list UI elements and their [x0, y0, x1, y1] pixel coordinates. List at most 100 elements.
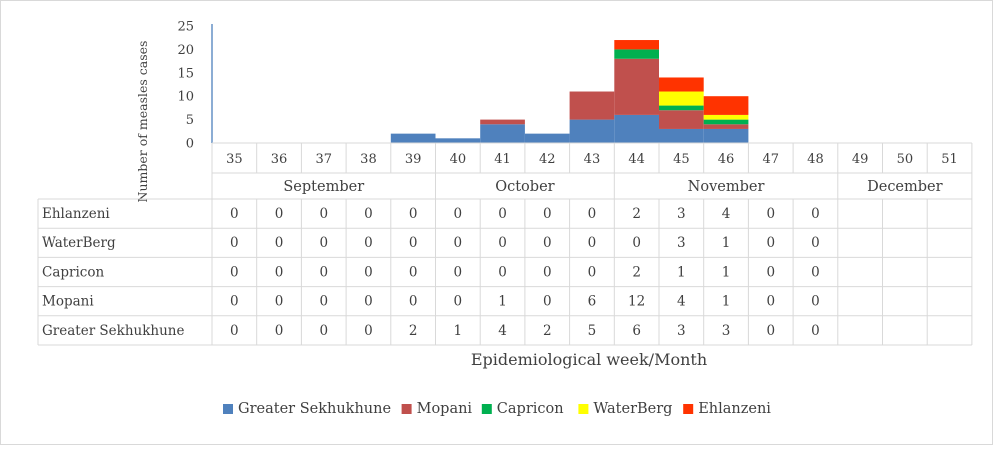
y-tick-label: 0: [186, 137, 194, 152]
bar-segment: [569, 119, 615, 143]
week-label: 35: [226, 152, 243, 167]
week-label: 38: [360, 152, 377, 167]
table-cell: 1: [722, 264, 731, 280]
month-label: October: [495, 179, 554, 195]
table-cell: 0: [454, 235, 463, 251]
week-label: 49: [852, 152, 869, 167]
bar-segment: [614, 114, 659, 143]
table-cell: 0: [632, 235, 641, 251]
bar-segment: [703, 119, 749, 125]
table-cell: 12: [628, 294, 645, 310]
table-row-label: Mopani: [42, 294, 94, 310]
table-cell: 0: [364, 264, 373, 280]
week-label: 41: [494, 152, 511, 167]
table-cell: 0: [588, 235, 597, 251]
y-axis-title: Number of measles cases: [135, 41, 150, 203]
table-cell: 0: [364, 294, 373, 310]
table-cell: 5: [588, 323, 597, 339]
table-cell: 0: [230, 235, 239, 251]
week-label: 42: [539, 152, 556, 167]
bar-segment: [659, 91, 704, 106]
bar-segment: [569, 91, 615, 120]
y-tick-label: 15: [177, 66, 194, 81]
table-cell: 0: [588, 264, 597, 280]
bar-segment: [703, 128, 749, 143]
legend-swatch: [401, 404, 412, 414]
month-label: December: [867, 179, 943, 195]
table-row-label: Ehlanzeni: [42, 206, 110, 222]
bar-segment: [659, 110, 704, 129]
week-label: 45: [673, 152, 690, 167]
table-cell: 2: [632, 206, 641, 222]
table-cell: 0: [364, 235, 373, 251]
table-cell: 0: [275, 264, 284, 280]
table-cell: 3: [722, 323, 731, 339]
week-label: 51: [941, 152, 958, 167]
month-label: November: [688, 179, 765, 195]
table-cell: 0: [543, 235, 552, 251]
legend-swatch: [683, 404, 694, 414]
table-cell: 0: [364, 206, 373, 222]
table-cell: 2: [543, 323, 552, 339]
week-label: 46: [718, 152, 735, 167]
table-cell: 0: [275, 323, 284, 339]
table-cell: 0: [811, 323, 820, 339]
week-label: 40: [450, 152, 467, 167]
table-cell: 0: [230, 206, 239, 222]
y-tick-label: 10: [177, 90, 194, 105]
table-cell: 0: [409, 294, 418, 310]
table-cell: 0: [454, 264, 463, 280]
table-cell: 0: [766, 235, 775, 251]
table-cell: 0: [319, 264, 328, 280]
table-cell: 0: [498, 206, 507, 222]
legend-swatch: [223, 404, 233, 414]
table-cell: 0: [230, 264, 239, 280]
table-cell: 0: [454, 206, 463, 222]
table-cell: 2: [409, 323, 418, 339]
table-cell: 0: [409, 235, 418, 251]
bar-segment: [659, 77, 704, 92]
legend-label: Ehlanzeni: [698, 401, 771, 417]
legend-label: Greater Sekhukhune: [238, 401, 391, 417]
y-tick-label: 25: [177, 20, 194, 35]
table-cell: 0: [543, 294, 552, 310]
table-cell: 0: [498, 235, 507, 251]
table-row-label: Capricon: [42, 264, 104, 280]
bar-segment: [659, 105, 704, 111]
table-cell: 0: [811, 294, 820, 310]
table-cell: 0: [319, 206, 328, 222]
month-label: September: [283, 179, 364, 195]
table-cell: 3: [677, 206, 686, 222]
bar-segment: [435, 138, 481, 143]
week-label: 44: [628, 152, 645, 167]
week-label: 48: [807, 152, 824, 167]
table-cell: 0: [319, 294, 328, 310]
table-cell: 0: [543, 206, 552, 222]
week-label: 43: [584, 152, 601, 167]
table-cell: 0: [364, 323, 373, 339]
table-cell: 0: [409, 264, 418, 280]
legend-swatch: [578, 404, 589, 414]
bar-segment: [614, 49, 659, 59]
table-cell: 0: [230, 323, 239, 339]
table-row-label: Greater Sekhukhune: [42, 323, 185, 339]
table-cell: 0: [811, 264, 820, 280]
bar-segment: [480, 119, 525, 125]
table-cell: 4: [498, 323, 507, 339]
table-cell: 4: [722, 206, 731, 222]
table-cell: 0: [811, 235, 820, 251]
table-cell: 4: [677, 294, 686, 310]
table-cell: 0: [588, 206, 597, 222]
table-cell: 0: [319, 323, 328, 339]
legend-label: Capricon: [497, 401, 564, 417]
bar-segment: [703, 114, 749, 120]
legend-label: WaterBerg: [593, 401, 672, 417]
table-cell: 3: [677, 235, 686, 251]
bar-segment: [524, 133, 570, 143]
table-cell: 0: [543, 264, 552, 280]
table-row-label: WaterBerg: [42, 235, 116, 251]
table-cell: 6: [588, 294, 597, 310]
week-label: 37: [315, 152, 332, 167]
